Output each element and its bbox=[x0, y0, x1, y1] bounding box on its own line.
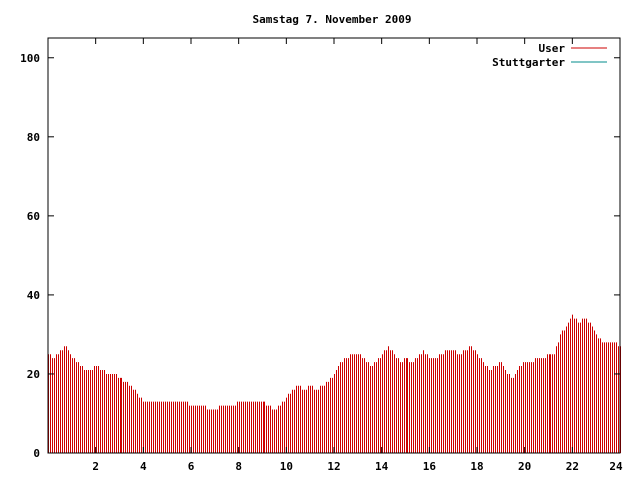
y-tick-label: 80 bbox=[27, 131, 40, 144]
y-tick-label: 20 bbox=[27, 368, 40, 381]
legend: User Stuttgarter bbox=[492, 42, 607, 69]
x-tick-label: 24 bbox=[609, 460, 623, 473]
x-tick-label: 18 bbox=[470, 460, 483, 473]
x-tick-label: 16 bbox=[423, 460, 437, 473]
x-tick-label: 20 bbox=[518, 460, 531, 473]
legend-label-user: User bbox=[539, 42, 566, 55]
bars-user bbox=[48, 314, 621, 453]
chart-title: Samstag 7. November 2009 bbox=[253, 13, 412, 26]
y-tick-label: 40 bbox=[27, 289, 40, 302]
x-tick-label: 6 bbox=[188, 460, 195, 473]
y-tick-label: 100 bbox=[20, 52, 40, 65]
x-tick-label: 12 bbox=[327, 460, 340, 473]
x-tick-label: 14 bbox=[375, 460, 389, 473]
x-tick-label: 2 bbox=[92, 460, 99, 473]
x-tick-label: 8 bbox=[235, 460, 242, 473]
legend-label-stuttgarter: Stuttgarter bbox=[492, 56, 565, 69]
y-tick-label: 60 bbox=[27, 210, 40, 223]
x-tick-label: 22 bbox=[566, 460, 579, 473]
y-tick-label: 0 bbox=[33, 447, 40, 460]
x-tick-label: 10 bbox=[280, 460, 293, 473]
x-tick-label: 4 bbox=[140, 460, 147, 473]
